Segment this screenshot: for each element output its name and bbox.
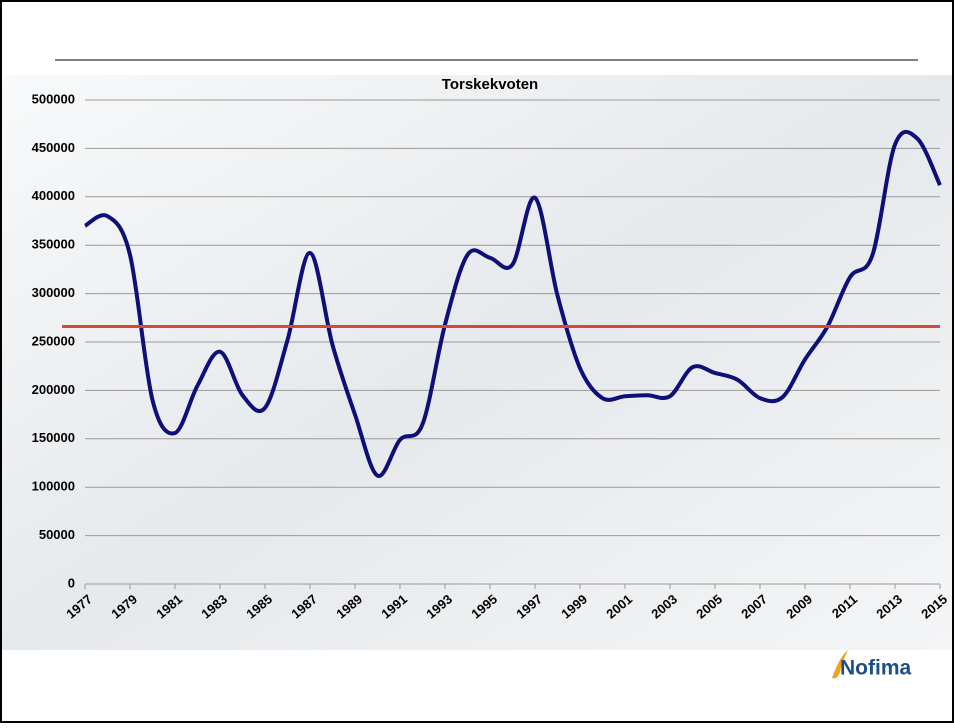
y-tick-label: 0 bbox=[68, 575, 75, 590]
y-tick-label: 350000 bbox=[32, 237, 75, 252]
y-tick-label: 50000 bbox=[39, 527, 75, 542]
y-tick-label: 200000 bbox=[32, 382, 75, 397]
logo-mark bbox=[832, 650, 848, 679]
y-tick-label: 150000 bbox=[32, 430, 75, 445]
y-tick-label: 500000 bbox=[32, 91, 75, 106]
y-tick-label: 450000 bbox=[32, 140, 75, 155]
chart-title: Torskekvoten bbox=[442, 76, 538, 93]
y-tick-label: 250000 bbox=[32, 333, 75, 348]
series-line bbox=[83, 129, 942, 478]
y-tick-label: 400000 bbox=[32, 188, 75, 203]
plot-background bbox=[2, 75, 952, 650]
logo-text: Nofima bbox=[840, 657, 911, 680]
y-tick-label: 300000 bbox=[32, 285, 75, 300]
y-tick-label: 100000 bbox=[32, 479, 75, 494]
